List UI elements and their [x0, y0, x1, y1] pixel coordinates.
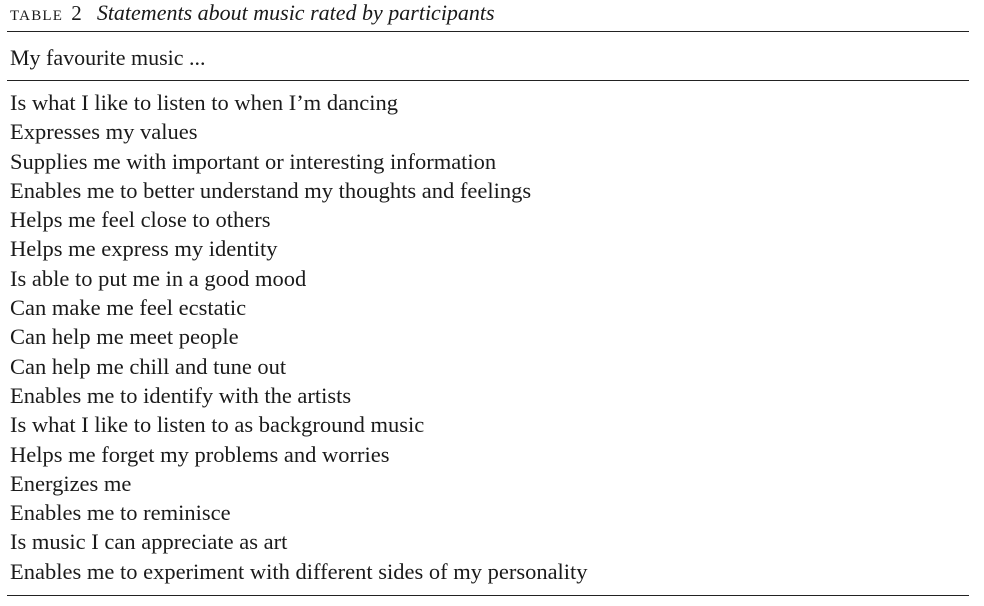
table-row: Expresses my values	[10, 119, 198, 145]
table-row: Is what I like to listen to as backgroun…	[10, 412, 425, 438]
table-row: Helps me express my identity	[10, 236, 278, 262]
top-rule	[7, 31, 969, 32]
table-row: Is music I can appreciate as art	[10, 529, 288, 555]
table-row: Energizes me	[10, 470, 132, 496]
table-title: Statements about music rated by particip…	[96, 0, 495, 25]
table-label: TABLE	[10, 8, 64, 24]
statement-list: Is what I like to listen to when I’m dan…	[10, 88, 588, 586]
table-row: Is able to put me in a good mood	[10, 265, 307, 291]
header-rule	[7, 80, 969, 81]
table-caption: TABLE 2 Statements about music rated by …	[10, 0, 495, 26]
table-row: Enables me to identify with the artists	[10, 382, 352, 408]
table-row: Enables me to better understand my thoug…	[10, 177, 532, 203]
table-row: Helps me forget my problems and worries	[10, 441, 390, 467]
table-row: Enables me to experiment with different …	[10, 558, 588, 584]
table-row: Can make me feel ecstatic	[10, 295, 247, 321]
table-row: Enables me to reminisce	[10, 500, 231, 526]
bottom-rule	[7, 595, 969, 596]
table-number: 2	[71, 1, 82, 25]
table-row: Is what I like to listen to when I’m dan…	[10, 90, 399, 115]
column-header: My favourite music ...	[10, 45, 206, 70]
table-row: Can help me chill and tune out	[10, 353, 287, 379]
table-row: Supplies me with important or interestin…	[10, 148, 497, 174]
table-row: Can help me meet people	[10, 324, 239, 350]
table-row: Helps me feel close to others	[10, 207, 271, 233]
